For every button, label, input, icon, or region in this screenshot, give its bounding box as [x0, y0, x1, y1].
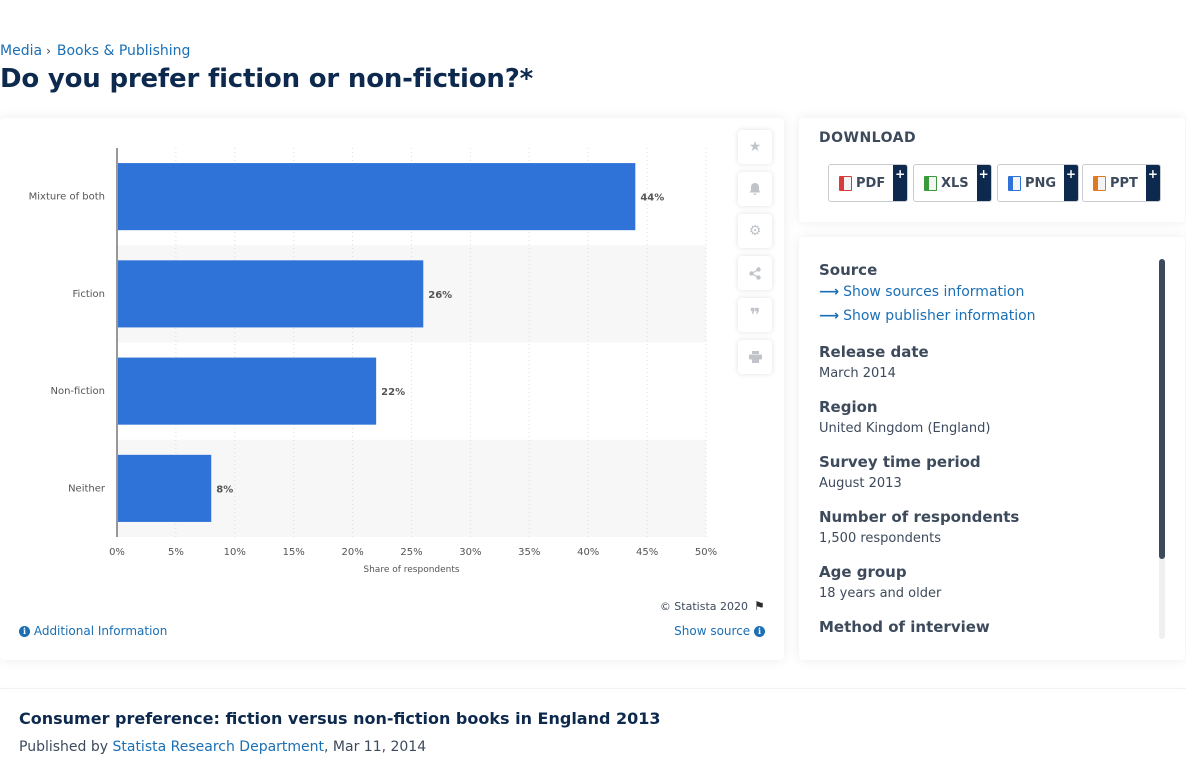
- plus-icon: +: [1145, 165, 1160, 201]
- show-sources-label: Show sources information: [843, 284, 1025, 300]
- bar: [118, 260, 424, 328]
- show-sources-link[interactable]: ⟶ Show sources information: [819, 284, 1024, 300]
- show-source-label: Show source: [674, 624, 751, 638]
- notification-button[interactable]: [738, 172, 772, 206]
- details-card: Source ⟶ Show sources information ⟶ Show p…: [799, 237, 1185, 660]
- x-tick-label: 15%: [283, 547, 305, 558]
- data-label: 26%: [428, 290, 452, 301]
- download-ppt-button[interactable]: PPT +: [1082, 164, 1161, 202]
- release-date-value: March 2014: [819, 366, 896, 381]
- cite-button[interactable]: ❞: [738, 298, 772, 332]
- pdf-file-icon: [839, 175, 852, 191]
- bell-icon: [749, 182, 761, 195]
- category-label: Fiction: [73, 289, 105, 300]
- x-tick-label: 35%: [518, 547, 540, 558]
- bar: [118, 163, 636, 231]
- download-png-label: PNG: [1025, 175, 1057, 191]
- respondents-value: 1,500 respondents: [819, 531, 941, 546]
- settings-button[interactable]: ⚙: [738, 214, 772, 248]
- print-button[interactable]: [738, 340, 772, 374]
- x-tick-label: 40%: [577, 547, 599, 558]
- statistic-title: Consumer preference: fiction versus non-…: [19, 709, 661, 728]
- x-tick-label: 5%: [168, 547, 184, 558]
- category-label: Neither: [68, 483, 106, 494]
- x-tick-label: 10%: [224, 547, 246, 558]
- share-icon: [749, 266, 761, 280]
- star-icon: ★: [748, 139, 762, 155]
- print-icon: [748, 351, 762, 363]
- bar-chart: 0% 5% 10% 15% 20% 25% 30% 35% 40% 45% 50% Mixture o…: [29, 148, 717, 575]
- favorite-button[interactable]: ★: [738, 130, 772, 164]
- x-tick-label: 20%: [341, 547, 363, 558]
- x-tick-label: 0%: [109, 547, 125, 558]
- bar: [118, 357, 377, 425]
- show-publisher-link[interactable]: ⟶ Show publisher information: [819, 308, 1036, 324]
- interview-method-label: Method of interview: [819, 618, 990, 636]
- copyright: © Statista 2020: [659, 600, 748, 613]
- breadcrumb-separator: ›: [46, 44, 51, 58]
- breadcrumb-media[interactable]: Media: [0, 43, 43, 59]
- xls-file-icon: [924, 175, 937, 191]
- x-axis-title: Share of respondents: [363, 565, 460, 575]
- x-tick-label: 30%: [459, 547, 481, 558]
- author-link[interactable]: Statista Research Department: [112, 739, 325, 755]
- age-group-label: Age group: [819, 563, 907, 581]
- download-ppt-label: PPT: [1110, 175, 1138, 191]
- category-label: Non-fiction: [51, 386, 106, 397]
- additional-information-label: Additional Information: [33, 624, 168, 638]
- show-source-link[interactable]: Show source i: [674, 624, 765, 638]
- plus-icon: +: [1064, 165, 1079, 201]
- respondents-label: Number of respondents: [819, 508, 1020, 526]
- source-label: Source: [819, 261, 878, 279]
- flag-icon[interactable]: ⚑: [754, 599, 765, 613]
- share-button[interactable]: [738, 256, 772, 290]
- chart-card: 0% 5% 10% 15% 20% 25% 30% 35% 40% 45% 50% Mixture o…: [0, 118, 784, 660]
- plus-icon: +: [976, 165, 991, 201]
- ppt-file-icon: [1093, 175, 1106, 191]
- quote-icon: ❞: [749, 304, 761, 326]
- breadcrumb-books-publishing[interactable]: Books & Publishing: [56, 43, 191, 59]
- age-group-value: 18 years and older: [819, 586, 942, 601]
- info-icon: i: [754, 626, 765, 637]
- download-title: DOWNLOAD: [819, 130, 917, 146]
- arrow-right-icon: ⟶: [819, 284, 840, 300]
- data-label: 8%: [216, 484, 233, 495]
- info-icon: i: [19, 626, 30, 637]
- png-file-icon: [1008, 175, 1021, 191]
- download-pdf-button[interactable]: PDF +: [828, 164, 909, 202]
- x-tick-label: 25%: [400, 547, 422, 558]
- download-xls-button[interactable]: XLS +: [913, 164, 992, 202]
- show-publisher-label: Show publisher information: [843, 308, 1036, 324]
- page-title: Do you prefer fiction or non-fiction?*: [0, 64, 533, 94]
- region-value: United Kingdom (England): [819, 421, 991, 436]
- arrow-right-icon: ⟶: [819, 308, 840, 324]
- data-label: 44%: [640, 193, 664, 204]
- published-prefix: Published by: [19, 739, 109, 755]
- region-label: Region: [819, 398, 878, 416]
- download-pdf-label: PDF: [856, 175, 886, 191]
- x-tick-label: 45%: [636, 547, 658, 558]
- section-divider: [0, 688, 1186, 689]
- download-xls-label: XLS: [941, 175, 969, 191]
- category-label: Mixture of both: [29, 192, 105, 203]
- survey-period-label: Survey time period: [819, 453, 981, 471]
- data-label: 22%: [381, 387, 405, 398]
- survey-period-value: August 2013: [819, 476, 902, 491]
- plus-icon: +: [893, 165, 908, 201]
- published-date: , Mar 11, 2014: [324, 739, 427, 755]
- x-tick-label: 50%: [695, 547, 717, 558]
- additional-information-link[interactable]: i Additional Information: [19, 624, 167, 638]
- download-card: DOWNLOAD PDF + XLS + PNG + PPT +: [799, 118, 1185, 222]
- published-by: Published by Statista Research Departmen…: [19, 739, 426, 755]
- breadcrumb: Media › Books & Publishing: [0, 43, 190, 59]
- release-date-label: Release date: [819, 343, 929, 361]
- bar: [118, 454, 212, 522]
- scrollbar-thumb[interactable]: [1159, 259, 1165, 559]
- download-png-button[interactable]: PNG +: [997, 164, 1080, 202]
- gear-icon: ⚙: [748, 223, 762, 239]
